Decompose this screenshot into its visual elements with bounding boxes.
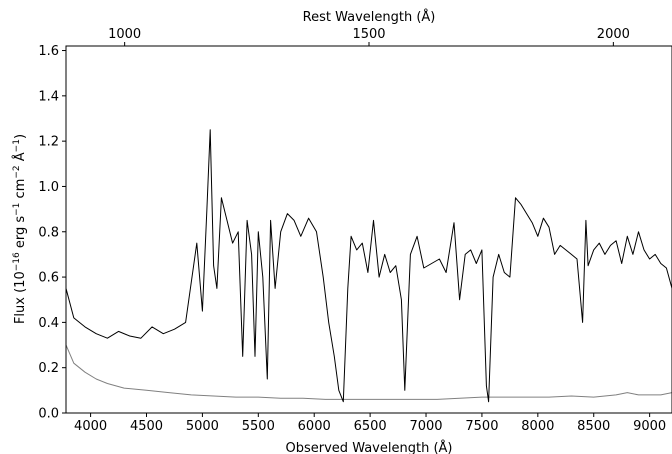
y-tick-label: 0.0 xyxy=(38,407,59,422)
y-axis: 0.0 0.2 0.4 0.6 0.8 1.0 1.2 1.4 1.6 xyxy=(38,44,66,422)
y-tick-label: 1.0 xyxy=(38,180,59,195)
x-tick-label: 7000 xyxy=(409,419,442,434)
plot-area xyxy=(65,45,672,414)
y-tick-label: 1.6 xyxy=(38,44,59,59)
top-x-tick-label: 1500 xyxy=(352,27,385,42)
x-axis-label: Observed Wavelength (Å) xyxy=(286,440,453,454)
top-x-axis-label: Rest Wavelength (Å) xyxy=(303,9,436,25)
y-tick-label: 0.4 xyxy=(38,316,59,331)
y-tick-label: 0.6 xyxy=(38,271,59,286)
top-x-tick-label: 2000 xyxy=(597,27,630,42)
x-tick-label: 5000 xyxy=(186,419,219,434)
x-tick-label: 8000 xyxy=(521,419,554,434)
x-tick-label: 8500 xyxy=(577,419,610,434)
x-tick-label: 4000 xyxy=(74,419,107,434)
top-x-tick-label: 1000 xyxy=(108,27,141,42)
x-tick-label: 6500 xyxy=(354,419,387,434)
x-tick-label: 9000 xyxy=(633,419,666,434)
y-tick-label: 1.2 xyxy=(38,135,59,150)
x-tick-label: 7500 xyxy=(465,419,498,434)
x-tick-label: 6000 xyxy=(298,419,331,434)
plot-frame xyxy=(65,45,672,414)
y-tick-label: 0.2 xyxy=(38,361,59,376)
x-axis: 4000 4500 5000 5500 6000 6500 7000 7500 8000 8500… xyxy=(74,413,666,434)
top-x-axis: 1000 1500 2000 xyxy=(108,27,630,46)
y-axis-label: Flux (10−16 erg s−1 cm−2 Å−1) xyxy=(12,134,28,324)
y-tick-label: 1.4 xyxy=(38,89,59,104)
x-tick-label: 5500 xyxy=(242,419,275,434)
x-tick-label: 4500 xyxy=(130,419,163,434)
series-line-1 xyxy=(66,344,672,400)
series-group xyxy=(66,129,672,403)
series-line-0 xyxy=(66,129,672,403)
y-tick-label: 0.8 xyxy=(38,225,59,240)
